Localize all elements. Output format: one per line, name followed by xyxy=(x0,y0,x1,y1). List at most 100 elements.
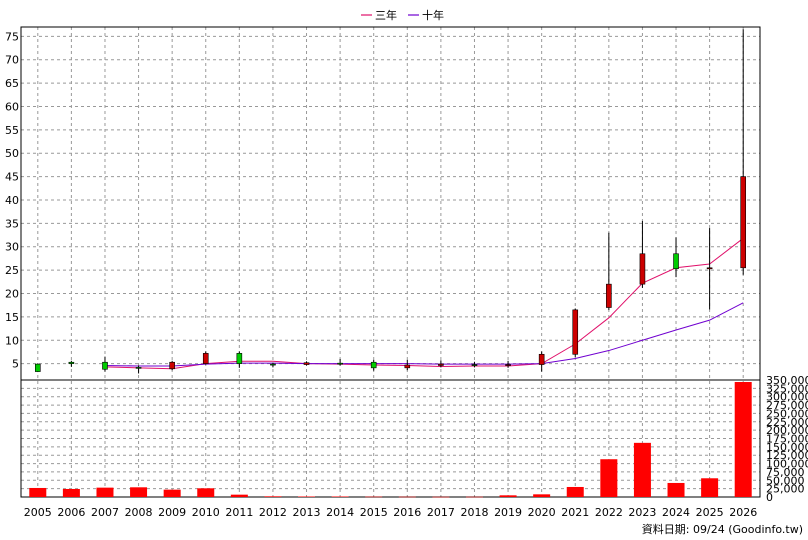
volume-bar xyxy=(230,494,248,497)
x-tick-label: 2011 xyxy=(225,506,253,519)
volume-tick-label: 50,000 xyxy=(766,474,805,487)
candle-body xyxy=(169,361,175,370)
moving-average-lines xyxy=(104,237,744,370)
candle-body xyxy=(572,309,579,355)
volume-bar xyxy=(566,486,584,497)
volume-tick-label: 225,000 xyxy=(766,416,808,429)
x-tick-label: 2024 xyxy=(662,506,690,519)
volume-tick-label: 300,000 xyxy=(766,391,808,404)
candle-body xyxy=(303,362,310,365)
grid xyxy=(21,27,760,498)
volume-bar xyxy=(499,495,517,497)
volume-bar xyxy=(298,496,316,497)
volume-bar xyxy=(533,494,551,497)
x-tick-label: 2005 xyxy=(24,506,52,519)
candle-body xyxy=(639,253,646,285)
candle-body xyxy=(438,363,444,366)
x-tick-label: 2013 xyxy=(293,506,321,519)
x-tick-label: 2006 xyxy=(57,506,85,519)
price-tick-label: 20 xyxy=(5,288,19,301)
price-tick-label: 35 xyxy=(5,217,19,230)
volume-bar xyxy=(29,487,47,497)
x-tick-label: 2026 xyxy=(729,506,757,519)
volume-bar xyxy=(163,489,181,497)
legend-label: 三年 xyxy=(375,8,397,22)
footer-source: 資料日期: 09/24 (Goodinfo.tw) xyxy=(642,522,803,536)
volume-bar xyxy=(365,496,383,498)
candle-body xyxy=(270,363,276,366)
price-tick-label: 40 xyxy=(5,194,19,207)
candle-body xyxy=(370,361,377,369)
volume-tick-label: 0 xyxy=(766,491,773,504)
volume-tick-label: 100,000 xyxy=(766,458,808,471)
candle-body xyxy=(337,362,343,365)
x-tick-label: 2016 xyxy=(393,506,421,519)
volume-bar xyxy=(600,459,618,497)
volume-tick-label: 200,000 xyxy=(766,424,808,437)
price-tick-label: 10 xyxy=(5,334,19,347)
volume-bar xyxy=(130,487,148,497)
candle-body xyxy=(471,364,478,366)
candle-body xyxy=(202,353,209,364)
line-三年 xyxy=(104,237,744,370)
volume-bar xyxy=(62,488,80,497)
x-tick-label: 2009 xyxy=(158,506,186,519)
volume-bar xyxy=(465,496,483,498)
price-tick-label: 70 xyxy=(5,54,19,67)
volume-bar xyxy=(734,382,752,497)
price-tick-label: 55 xyxy=(5,124,19,137)
x-tick-label: 2014 xyxy=(326,506,354,519)
candle-body xyxy=(505,364,511,366)
volume-tick-label: 325,000 xyxy=(766,382,808,395)
volume-bar xyxy=(432,496,450,498)
candle-body xyxy=(706,267,713,270)
x-tick-label: 2019 xyxy=(494,506,522,519)
volume-bars xyxy=(29,382,752,498)
candle-body xyxy=(538,353,545,365)
price-tick-label: 45 xyxy=(5,171,19,184)
candle-body xyxy=(135,367,142,369)
volume-tick-label: 350,000 xyxy=(766,374,808,387)
x-tick-label: 2022 xyxy=(595,506,623,519)
x-tick-label: 2023 xyxy=(628,506,656,519)
volume-bar xyxy=(398,496,416,498)
x-tick-label: 2020 xyxy=(528,506,556,519)
x-tick-label: 2021 xyxy=(561,506,589,519)
plot-border xyxy=(20,26,761,498)
candle-body xyxy=(404,364,411,369)
volume-tick-label: 25,000 xyxy=(766,483,805,496)
volume-bar xyxy=(633,442,651,497)
volume-bar xyxy=(197,488,215,497)
volume-bar xyxy=(96,487,114,497)
volume-tick-label: 275,000 xyxy=(766,399,808,412)
candle-body xyxy=(740,176,747,269)
legend-label: 十年 xyxy=(422,8,444,22)
volume-tick-label: 150,000 xyxy=(766,441,808,454)
candle-body xyxy=(34,363,41,372)
volume-tick-label: 125,000 xyxy=(766,449,808,462)
price-tick-label: 15 xyxy=(5,311,19,324)
volume-tick-label: 75,000 xyxy=(766,466,805,479)
price-tick-label: 30 xyxy=(5,241,19,254)
volume-bar xyxy=(331,496,349,497)
volume-bar xyxy=(701,478,719,497)
volume-tick-label: 250,000 xyxy=(766,407,808,420)
x-tick-label: 2017 xyxy=(427,506,455,519)
price-tick-label: 25 xyxy=(5,264,19,277)
candle-body xyxy=(606,283,612,308)
volume-bar xyxy=(667,482,685,497)
price-tick-label: 60 xyxy=(5,100,19,113)
price-tick-label: 5 xyxy=(12,358,19,371)
x-tick-label: 2025 xyxy=(696,506,724,519)
candle-body xyxy=(102,361,108,370)
line-十年 xyxy=(104,302,744,367)
candle-body xyxy=(68,361,75,364)
x-tick-label: 2010 xyxy=(192,506,220,519)
volume-tick-label: 175,000 xyxy=(766,433,808,446)
x-tick-label: 2008 xyxy=(125,506,153,519)
candle-body xyxy=(673,253,679,270)
axis-labels: 51015202530354045505560657075025,00050,0… xyxy=(5,30,808,519)
candle-body xyxy=(236,353,243,364)
candlesticks xyxy=(34,29,747,374)
